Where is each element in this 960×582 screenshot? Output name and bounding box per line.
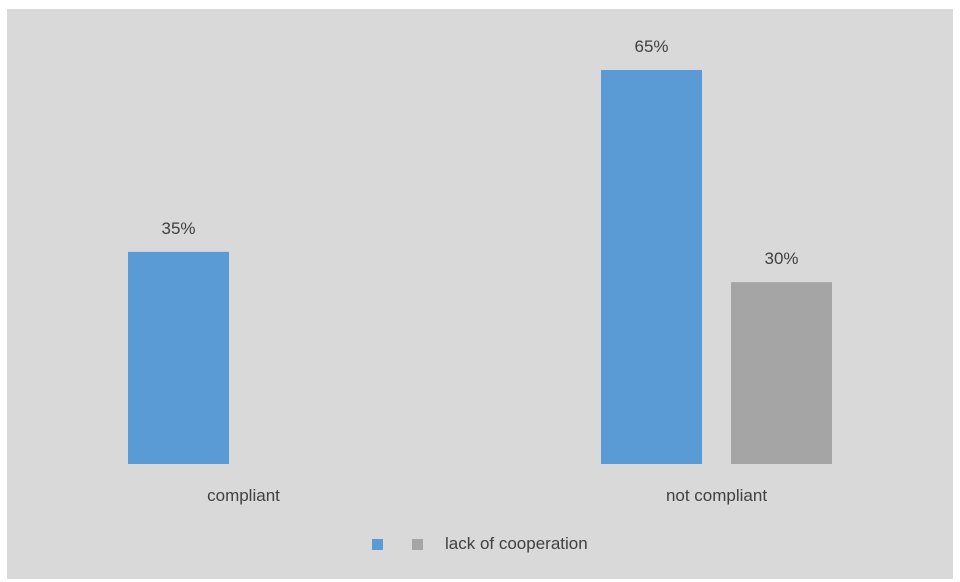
legend-label: lack of cooperation: [445, 534, 588, 553]
legend: lack of cooperation: [372, 534, 588, 553]
bars-layer: [128, 70, 832, 464]
category-labels-layer: compliant not compliant: [207, 486, 767, 505]
category-label: not compliant: [666, 486, 767, 505]
category-label: compliant: [207, 486, 280, 505]
data-label: 30%: [764, 249, 798, 268]
legend-swatch: [372, 539, 383, 550]
legend-swatch: [412, 539, 423, 550]
data-labels-layer: 35% 65% 30%: [161, 37, 798, 268]
bar-not-compliant-series-0: [601, 70, 702, 464]
data-label: 65%: [634, 37, 668, 56]
bar-not-compliant-series-1: [731, 282, 832, 464]
data-label: 35%: [161, 219, 195, 238]
bar-compliant-series-0: [128, 251, 229, 464]
